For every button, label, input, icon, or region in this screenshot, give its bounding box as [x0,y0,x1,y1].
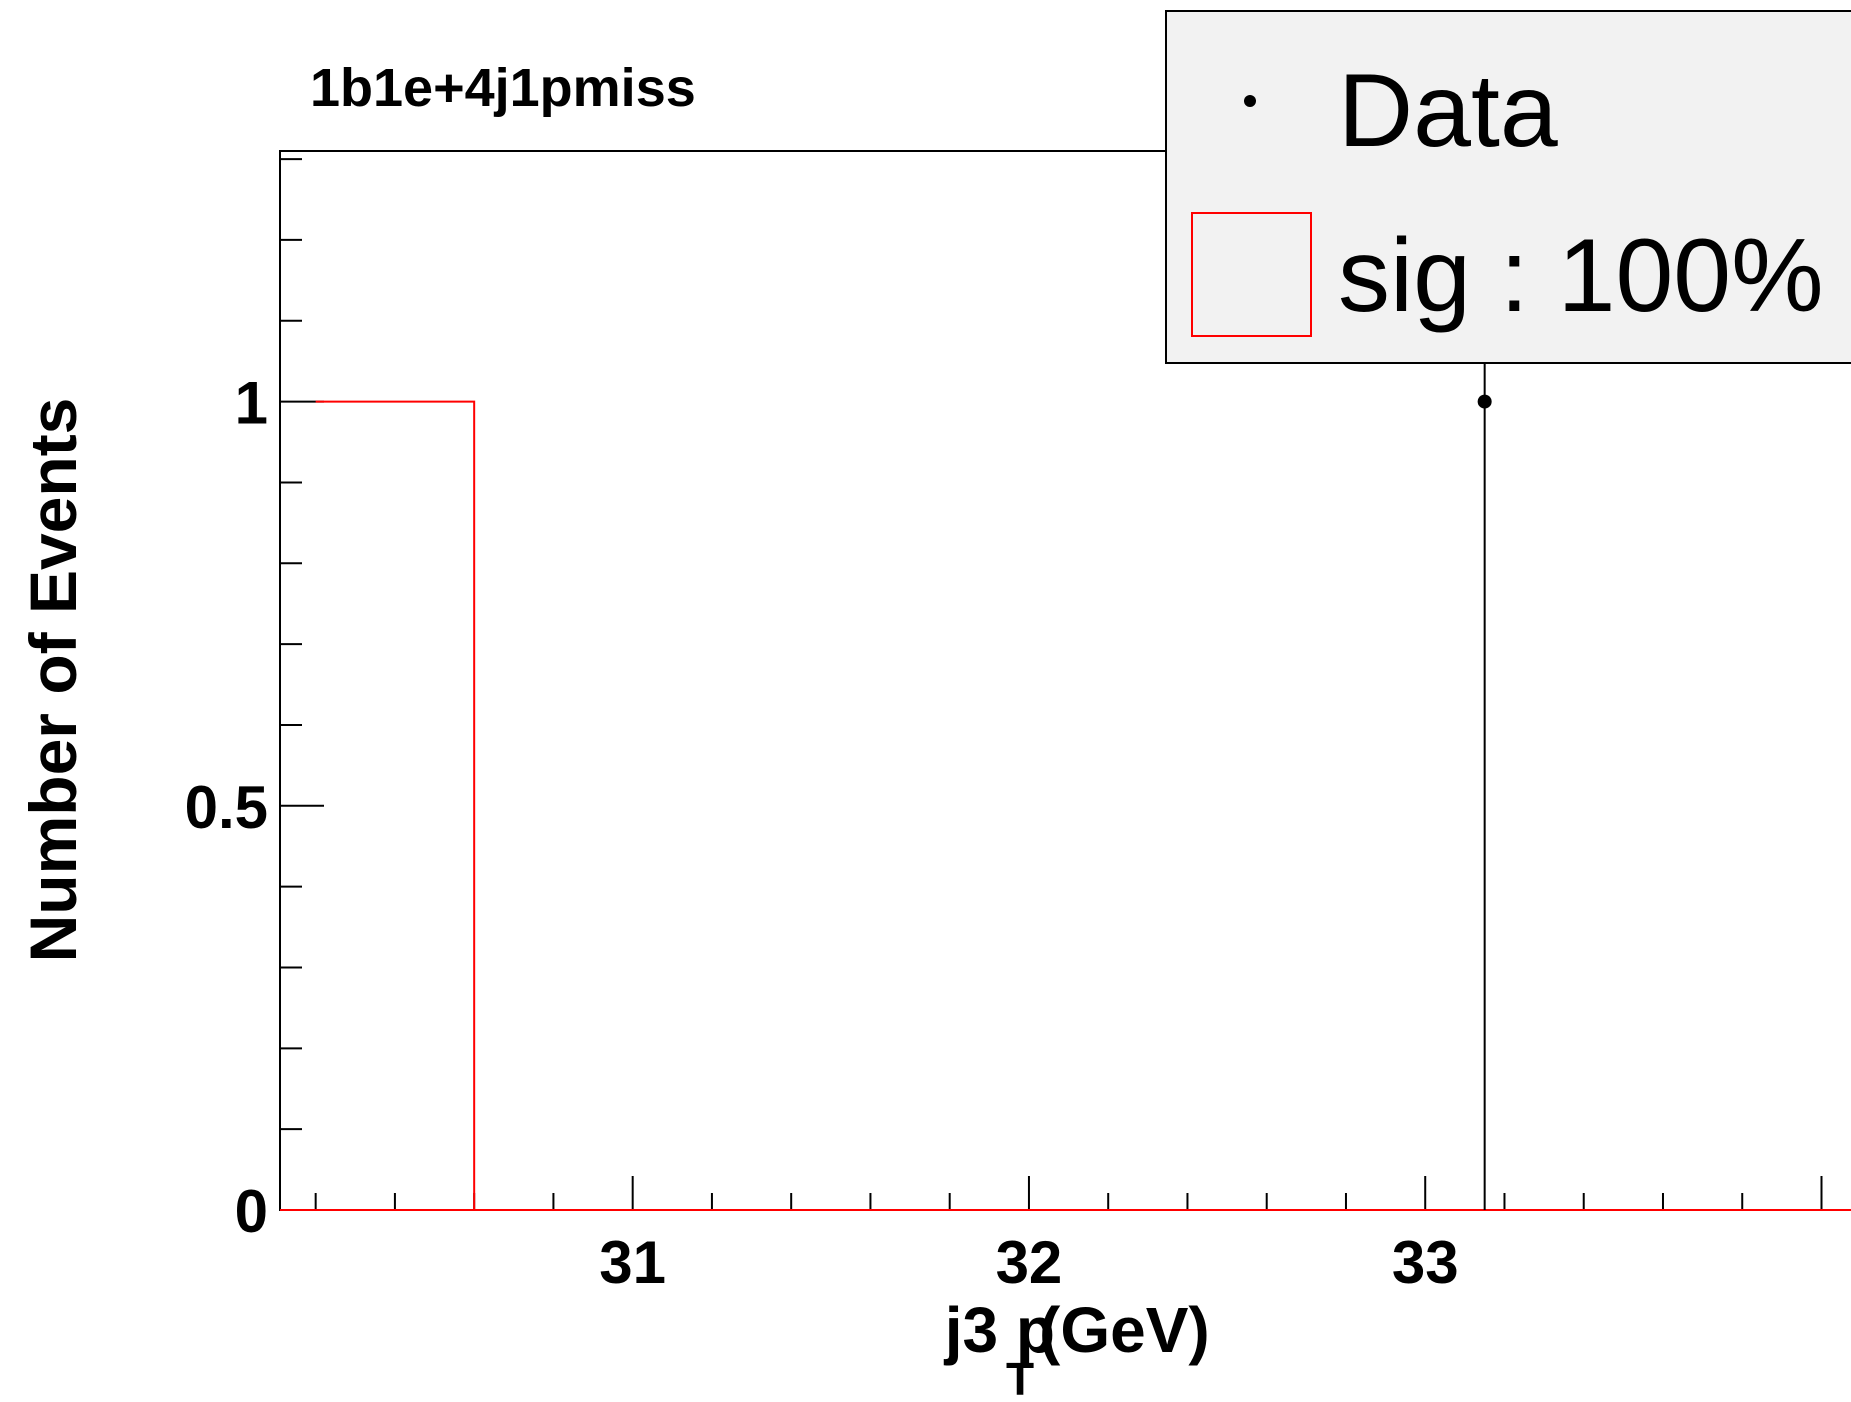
y-tick-label: 1 [235,370,268,437]
legend-box [1165,10,1851,364]
legend-label-signal: sig : 100% [1338,218,1824,334]
x-tick-label: 32 [996,1229,1063,1296]
x-tick-label: 33 [1392,1229,1459,1296]
data-point [1477,394,1492,409]
legend: Data sig : 100% [1165,10,1851,364]
legend-data-marker [1244,95,1256,107]
chart-title: 1b1e+4j1pmiss [310,58,696,118]
legend-signal-marker [1191,212,1312,337]
legend-label-data: Data [1338,53,1558,169]
axes-group: 31 32 33 0 0.5 1 [185,158,1823,1296]
x-tick-label: 31 [599,1229,666,1296]
x-axis-label-subscript: T [1006,1353,1034,1402]
x-axis-label: j3 p [944,1294,1055,1366]
signal-histogram-bin [315,400,476,1210]
y-tick-label: 0.5 [185,774,268,841]
y-axis-label: Number of Events [16,398,90,963]
y-tick-label: 0 [235,1178,268,1245]
x-axis-label-unit: (GeV) [1039,1294,1210,1366]
